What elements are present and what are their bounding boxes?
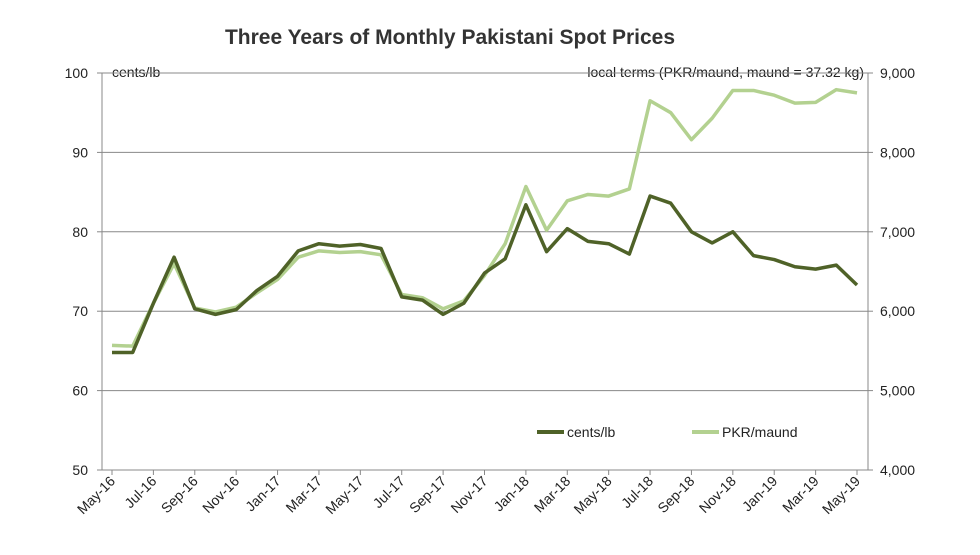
legend-label: cents/lb [567, 424, 615, 440]
x-tick-label: Sep-16 [158, 473, 201, 516]
left-tick-label: 60 [72, 383, 88, 399]
x-tick-label: Jul-18 [618, 473, 656, 511]
right-tick-label: 5,000 [880, 383, 915, 399]
chart-title: Three Years of Monthly Pakistani Spot Pr… [225, 26, 675, 49]
right-tick-label: 7,000 [880, 224, 915, 240]
left-tick-label: 50 [72, 462, 88, 478]
x-tick-label: May-19 [819, 473, 863, 517]
x-tick-label: May-18 [570, 473, 614, 517]
legend-label: PKR/maund [722, 424, 797, 440]
left-tick-label: 90 [72, 144, 88, 160]
right-tick-label: 8,000 [880, 144, 915, 160]
x-tick-label: Mar-19 [779, 473, 822, 516]
x-tick-label: May-17 [322, 473, 366, 517]
x-tick-label: Jul-16 [121, 473, 159, 511]
right-tick-label: 6,000 [880, 303, 915, 319]
right-tick-label: 9,000 [880, 65, 915, 81]
x-tick-label: Nov-17 [447, 473, 490, 516]
x-tick-label: Jan-18 [490, 473, 532, 515]
series-line-cents-lb [112, 194, 859, 355]
x-tick-label: Sep-18 [654, 473, 697, 516]
x-tick-label: Jan-17 [242, 473, 284, 515]
left-tick-label: 70 [72, 303, 88, 319]
x-tick-label: Jul-17 [370, 473, 408, 511]
series-line-pkr-maund [111, 87, 858, 348]
x-tick-label: Mar-18 [531, 473, 574, 516]
left-tick-label: 100 [65, 65, 89, 81]
left-axis-label: cents/lb [112, 64, 160, 80]
x-tick-label: Jan-19 [739, 473, 781, 515]
x-tick-label: Sep-17 [406, 473, 449, 516]
x-tick-label: Nov-16 [199, 473, 242, 516]
x-tick-label: Mar-17 [282, 473, 325, 516]
x-tick-label: Nov-18 [696, 473, 739, 516]
right-axis-label: local terms (PKR/maund, maund = 37.32 kg… [587, 64, 864, 80]
x-tick-label: May-16 [74, 473, 118, 517]
right-tick-label: 4,000 [880, 462, 915, 478]
left-tick-label: 80 [72, 224, 88, 240]
